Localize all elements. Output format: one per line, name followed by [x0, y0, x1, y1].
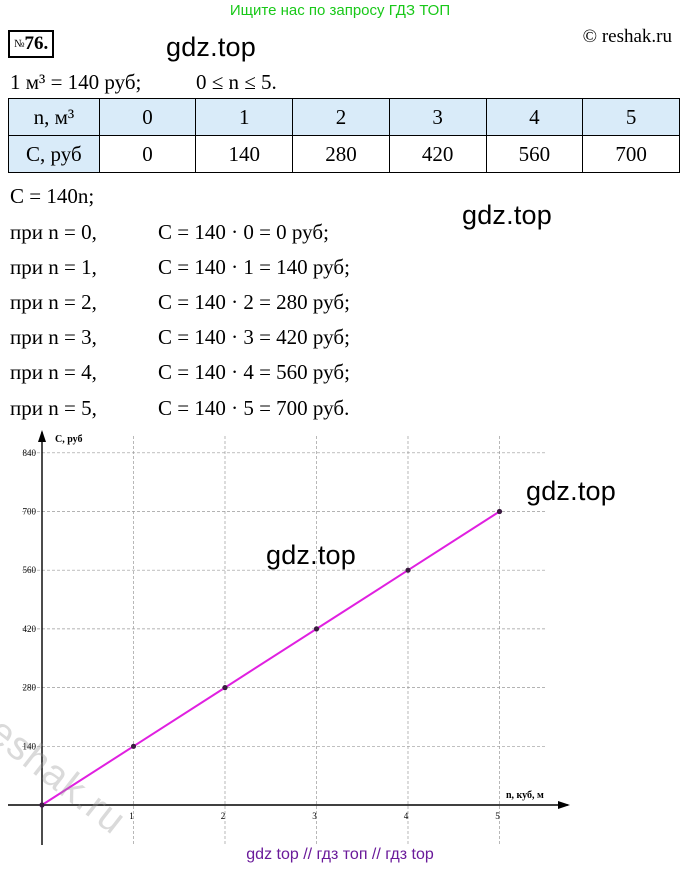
x-tick-label: 3 — [312, 811, 317, 821]
x-axis-label: n, куб, м — [506, 790, 544, 801]
x-tick-label: 4 — [404, 811, 409, 821]
copyright: © reshak.ru — [582, 26, 672, 47]
data-point — [130, 743, 137, 749]
case-result: C = 140 · 2 = 280 руб; — [158, 290, 350, 314]
table-header-c: C, руб — [8, 135, 100, 173]
table-cell: 280 — [292, 135, 390, 173]
y-tick-label: 280 — [23, 683, 37, 693]
table-header-n: n, м³ — [8, 98, 100, 136]
case-line: при n = 2, C = 140 · 2 = 280 руб; — [10, 290, 350, 315]
case-result: C = 140 · 0 = 0 руб; — [158, 220, 329, 244]
table-cell: 140 — [195, 135, 294, 173]
table-cell: 0 — [98, 98, 197, 136]
case-condition: при n = 4, — [10, 360, 97, 384]
watermark-gdz: gdz.top — [526, 476, 616, 506]
data-point — [39, 802, 45, 808]
case-line: при n = 3, C = 140 · 3 = 420 руб; — [10, 325, 350, 350]
case-result: C = 140 · 3 = 420 руб; — [158, 325, 350, 349]
table-cell: 560 — [485, 135, 584, 173]
problem-number-text: 76. — [24, 33, 49, 54]
table-cell: 3 — [388, 98, 487, 136]
table-cell: 4 — [485, 98, 584, 136]
case-result: C = 140 · 5 = 700 руб. — [158, 396, 350, 420]
watermark-gdz: gdz.top — [462, 200, 552, 230]
table-row: C, руб 0 140 280 420 560 700 — [8, 135, 680, 173]
search-banner[interactable]: Ищите нас по запросу ГДЗ ТОП — [229, 2, 451, 19]
table-cell: 700 — [582, 135, 680, 173]
case-condition: при n = 5, — [10, 396, 97, 420]
case-condition: при n = 3, — [10, 325, 97, 349]
y-tick-label: 840 — [23, 448, 37, 458]
table-cell: 2 — [292, 98, 390, 136]
data-point — [313, 626, 320, 632]
table-cell: 0 — [98, 135, 197, 173]
case-line: при n = 4, C = 140 · 4 = 560 руб; — [10, 360, 350, 385]
x-tick-label: 5 — [495, 811, 500, 821]
table-cell: 420 — [388, 135, 487, 173]
footer-links[interactable]: gdz top // гдз топ // гдз top — [246, 846, 434, 863]
given-left: 1 м³ = 140 руб; — [10, 70, 142, 94]
watermark-gdz: gdz.top — [166, 32, 256, 62]
chart-axes — [8, 430, 570, 845]
data-point — [405, 567, 411, 573]
chart-series — [39, 508, 503, 808]
case-result: C = 140 · 4 = 560 руб; — [158, 360, 350, 384]
formula: C = 140n; — [10, 184, 95, 208]
table-cell: 1 — [195, 98, 294, 136]
y-tick-label: 700 — [23, 507, 37, 517]
case-condition: при n = 0, — [10, 220, 97, 244]
x-axis-arrow-icon — [558, 801, 570, 809]
case-line: при n = 0, C = 140 · 0 = 0 руб; — [10, 220, 329, 245]
case-condition: при n = 2, — [10, 290, 97, 314]
data-point — [222, 685, 228, 691]
y-tick-label: 420 — [23, 624, 37, 634]
case-condition: при n = 1, — [10, 255, 97, 279]
problem-number: №76. — [8, 30, 55, 58]
data-point — [496, 508, 503, 515]
x-tick-label: 1 — [129, 811, 134, 821]
y-axis-arrow-icon — [38, 430, 46, 442]
table-row: n, м³ 0 1 2 3 4 5 — [8, 98, 680, 136]
chart-ticks: 1 2 3 4 5 140 280 420 560 700 840 — [23, 448, 501, 821]
given-right: 0 ≤ n ≤ 5. — [196, 70, 277, 94]
y-axis-label: C, руб — [55, 434, 83, 445]
y-tick-label: 560 — [23, 565, 37, 575]
number-sign: № — [14, 38, 25, 50]
watermark-gdz: gdz.top — [266, 540, 356, 570]
case-line: при n = 1, C = 140 · 1 = 140 руб; — [10, 255, 350, 280]
line-chart: 1 2 3 4 5 140 280 420 560 700 840 C, руб n, куб, м — [8, 430, 570, 845]
series-line — [41, 510, 501, 806]
case-result: C = 140 · 1 = 140 руб; — [158, 255, 350, 279]
values-table: n, м³ 0 1 2 3 4 5 C, руб 0 140 280 420 5… — [8, 98, 680, 173]
x-tick-label: 2 — [221, 811, 226, 821]
y-tick-label: 140 — [23, 741, 37, 751]
case-line: при n = 5, C = 140 · 5 = 700 руб. — [10, 396, 349, 421]
chart-grid — [22, 436, 546, 845]
table-cell: 5 — [582, 98, 680, 136]
given-line: 1 м³ = 140 руб; 0 ≤ n ≤ 5. — [10, 70, 277, 95]
